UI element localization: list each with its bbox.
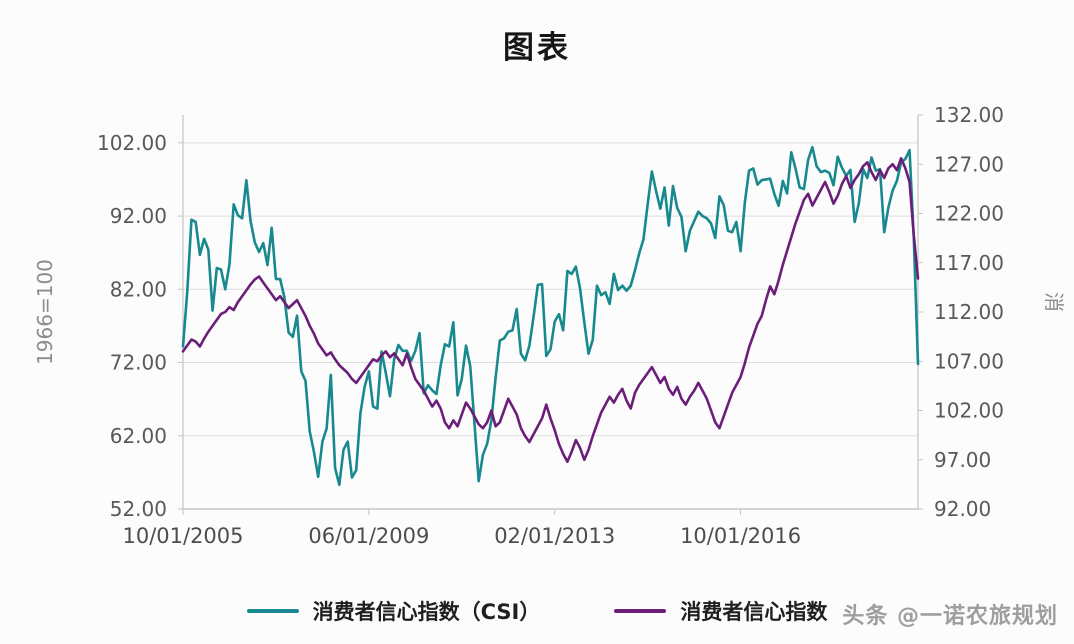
svg-text:10/01/2016: 10/01/2016: [680, 524, 801, 548]
legend-label-csi: 消费者信心指数（CSI）: [312, 600, 541, 624]
legend-label-cci: 消费者信心指数: [680, 600, 828, 624]
svg-text:132.00: 132.00: [934, 103, 1004, 127]
svg-text:102.00: 102.00: [934, 399, 1004, 423]
svg-text:97.00: 97.00: [934, 448, 991, 472]
svg-text:1966=100: 1966=100: [33, 259, 57, 365]
svg-text:107.00: 107.00: [934, 349, 1004, 373]
legend-item-csi: 消费者信心指数（CSI）: [246, 596, 541, 626]
svg-text:92.00: 92.00: [934, 497, 991, 521]
legend: 消费者信心指数（CSI） 消费者信心指数: [0, 596, 1074, 626]
svg-text:62.00: 62.00: [110, 424, 167, 448]
svg-text:10/01/2005: 10/01/2005: [122, 524, 243, 548]
svg-text:102.00: 102.00: [97, 131, 167, 155]
svg-text:92.00: 92.00: [110, 204, 167, 228]
svg-text:122.00: 122.00: [934, 202, 1004, 226]
svg-text:02/01/2013: 02/01/2013: [494, 524, 615, 548]
watermark-text: 头条 @一诺农旅规划: [834, 598, 1058, 630]
svg-text:82.00: 82.00: [110, 277, 167, 301]
chart-title: 图表: [503, 30, 571, 66]
legend-swatch-cci-line: [614, 609, 667, 613]
svg-text:52.00: 52.00: [110, 497, 167, 521]
svg-text:117.00: 117.00: [934, 251, 1004, 275]
legend-swatch-csi-line: [246, 609, 299, 613]
svg-text:127.00: 127.00: [934, 152, 1004, 176]
svg-text:消: 消: [1042, 292, 1066, 312]
svg-text:72.00: 72.00: [110, 351, 167, 375]
svg-text:112.00: 112.00: [934, 300, 1004, 324]
svg-text:06/01/2009: 06/01/2009: [308, 524, 429, 548]
legend-item-cci: 消费者信心指数: [614, 596, 827, 626]
